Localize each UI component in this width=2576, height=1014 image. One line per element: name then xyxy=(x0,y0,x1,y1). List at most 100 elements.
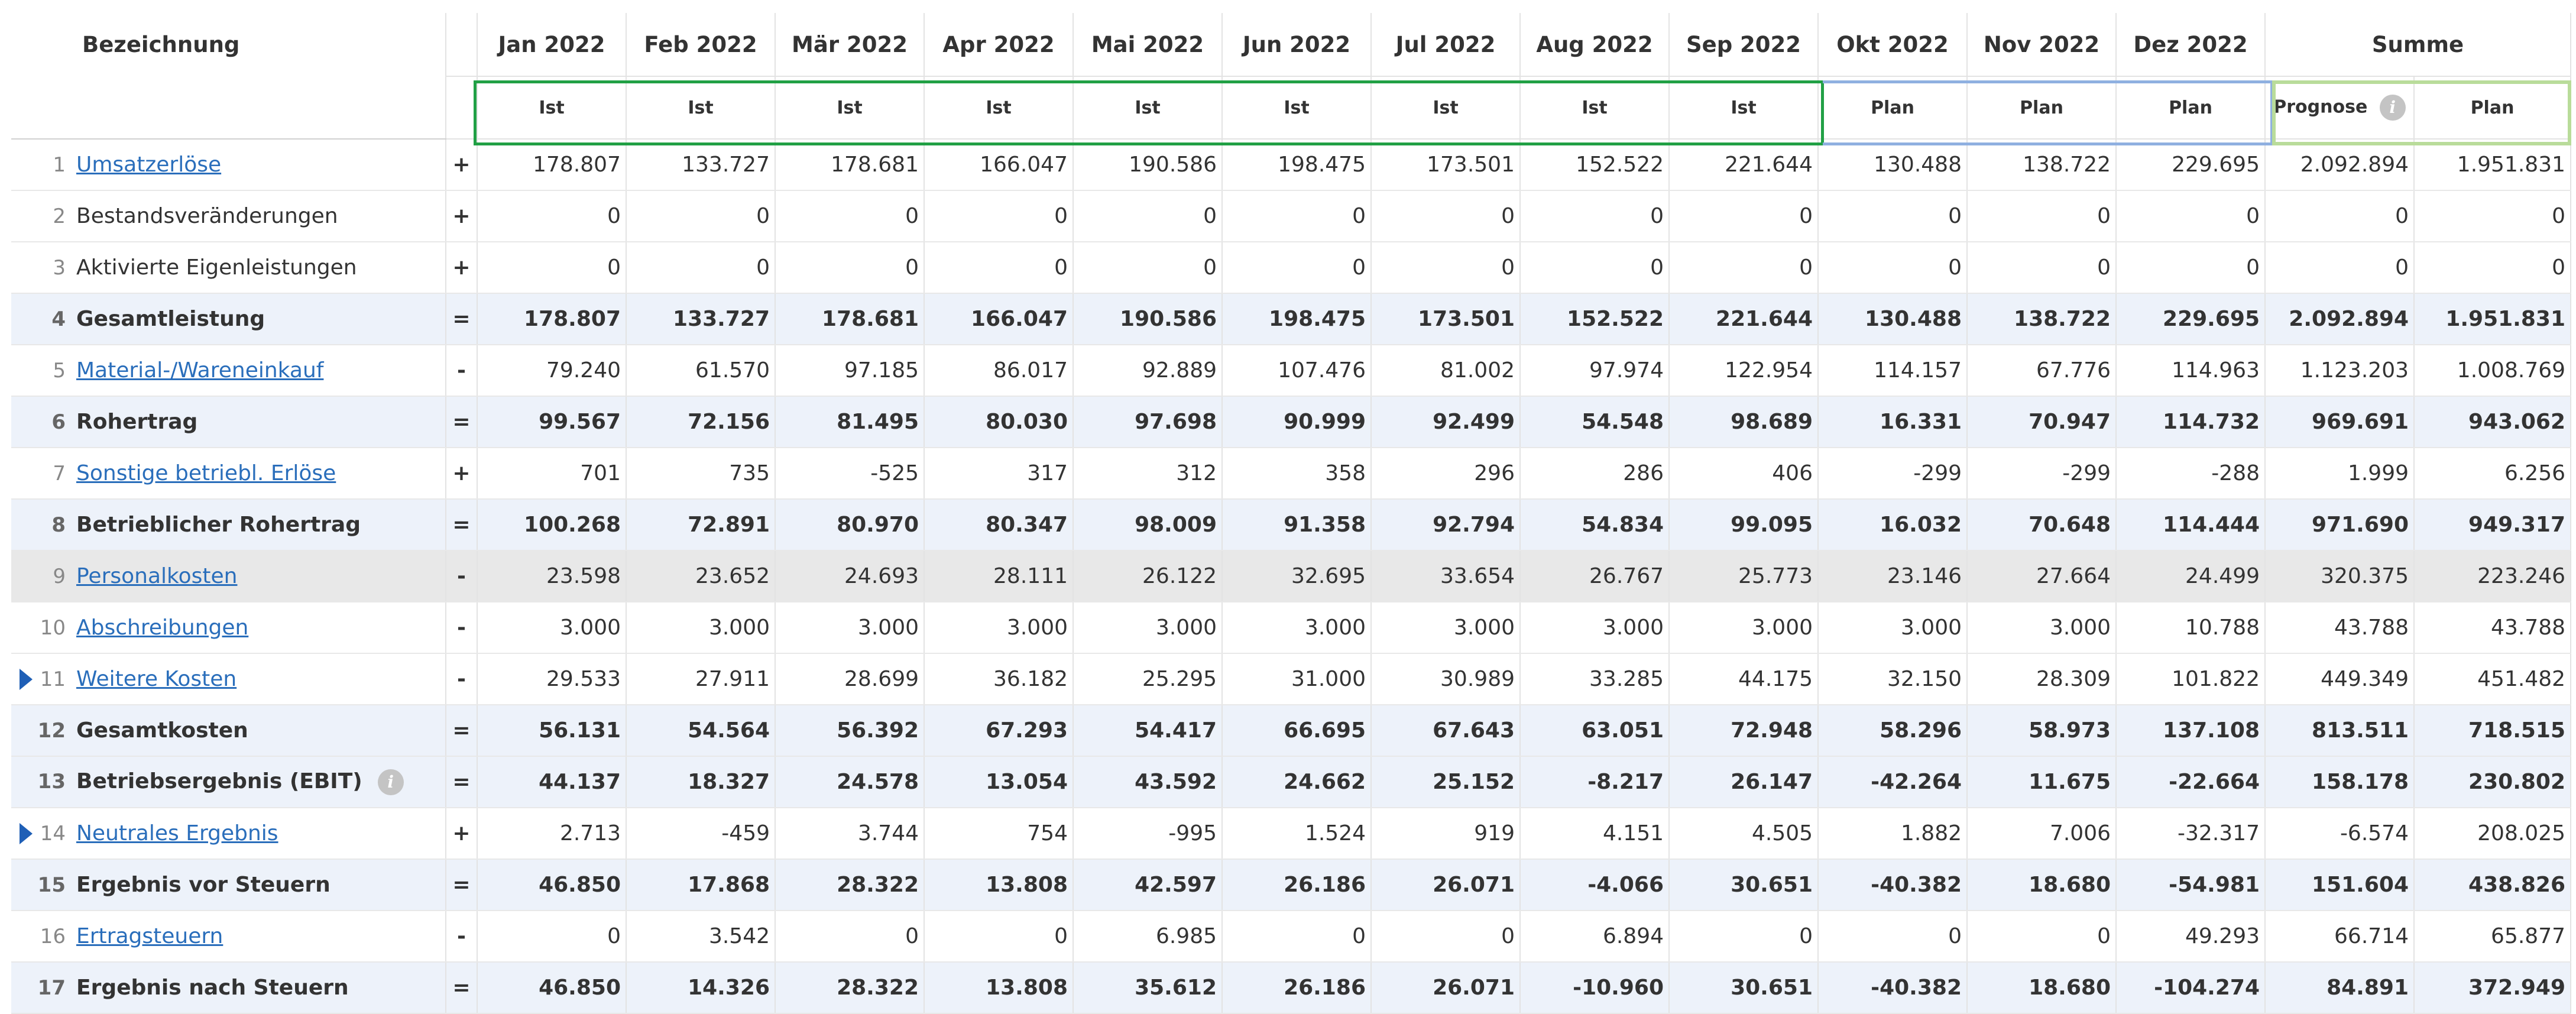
month-value-cell: 114.444 xyxy=(2116,499,2266,551)
row-number: 7 xyxy=(53,462,66,485)
month-value-cell: 28.309 xyxy=(1967,653,2117,705)
month-header: Aug 2022 xyxy=(1520,13,1670,77)
month-value-cell: 3.000 xyxy=(1669,602,1819,654)
row-number: 12 xyxy=(37,719,66,743)
expand-triangle-icon[interactable] xyxy=(20,822,33,844)
month-value-cell: 0 xyxy=(1669,242,1819,294)
row-name-link[interactable]: Abschreibungen xyxy=(76,615,249,640)
operator-sign: - xyxy=(446,911,478,963)
month-header: Jan 2022 xyxy=(477,13,627,77)
month-value-cell: 130.488 xyxy=(1818,293,1968,345)
row-number: 16 xyxy=(40,925,66,948)
month-value-cell: 56.131 xyxy=(477,705,627,757)
row-name-link[interactable]: Umsatzerlöse xyxy=(76,153,222,177)
expand-triangle-icon[interactable] xyxy=(20,668,33,690)
month-value-cell: 173.501 xyxy=(1371,293,1521,345)
sum-plan-value-cell: 949.317 xyxy=(2414,499,2572,551)
month-value-cell: 28.322 xyxy=(775,962,925,1014)
month-value-cell: 754 xyxy=(924,808,1074,860)
month-value-cell: 198.475 xyxy=(1222,139,1372,191)
type-header-row: Ist Ist Ist Ist Ist Ist Ist Ist Ist Plan Plan Plan P… xyxy=(11,76,2572,140)
row-label-cell: 10 Abschreibungen xyxy=(11,602,446,654)
month-value-cell: 13.808 xyxy=(924,859,1074,911)
row-name-link[interactable]: Sonstige betriebl. Erlöse xyxy=(76,461,336,485)
month-value-cell: 3.000 xyxy=(775,602,925,654)
month-value-cell: 13.808 xyxy=(924,962,1074,1014)
prognose-header: Prognose i xyxy=(2265,76,2415,140)
month-value-cell: 43.592 xyxy=(1073,756,1223,808)
month-value-cell: 97.698 xyxy=(1073,396,1223,448)
month-value-cell: 18.680 xyxy=(1967,962,2117,1014)
month-value-cell: 0 xyxy=(1520,190,1670,242)
table-row: 10 Abschreibungen -3.000 3.000 3.000 3.000 3.0… xyxy=(11,602,2572,654)
month-value-cell: -54.981 xyxy=(2116,859,2266,911)
row-name-link[interactable]: Weitere Kosten xyxy=(76,667,237,691)
month-value-cell: 91.358 xyxy=(1222,499,1372,551)
row-name-link[interactable]: Personalkosten xyxy=(76,564,238,588)
month-value-cell: 26.767 xyxy=(1520,550,1670,602)
sum-plan-value-cell: 43.788 xyxy=(2414,602,2572,654)
row-label-cell: 17 Ergebnis nach Steuern xyxy=(11,962,446,1014)
month-value-cell: -40.382 xyxy=(1818,962,1968,1014)
month-header: Feb 2022 xyxy=(626,13,776,77)
month-value-cell: 27.911 xyxy=(626,653,776,705)
month-value-cell: 28.699 xyxy=(775,653,925,705)
sum-plan-value-cell: 438.826 xyxy=(2414,859,2572,911)
month-value-cell: 0 xyxy=(924,242,1074,294)
month-value-cell: 72.891 xyxy=(626,499,776,551)
period-type-header: Plan xyxy=(1818,76,1968,140)
row-label-cell: 13 Betriebsergebnis (EBIT) i xyxy=(11,756,446,808)
info-icon[interactable]: i xyxy=(2379,95,2406,121)
row-number: 17 xyxy=(37,976,66,1000)
month-value-cell: 14.326 xyxy=(626,962,776,1014)
month-value-cell: 114.963 xyxy=(2116,345,2266,397)
month-value-cell: 72.948 xyxy=(1669,705,1819,757)
row-name-link[interactable]: Neutrales Ergebnis xyxy=(76,821,278,845)
month-value-cell: 29.533 xyxy=(477,653,627,705)
month-value-cell: 23.146 xyxy=(1818,550,1968,602)
label-subheader xyxy=(11,76,446,140)
table-row: 8 Betrieblicher Rohertrag = 100.268 72.891 80… xyxy=(11,499,2572,551)
month-value-cell: 137.108 xyxy=(2116,705,2266,757)
month-value-cell: -4.066 xyxy=(1520,859,1670,911)
month-value-cell: 70.947 xyxy=(1967,396,2117,448)
month-value-cell: 3.000 xyxy=(1222,602,1372,654)
month-value-cell: -8.217 xyxy=(1520,756,1670,808)
month-value-cell: 98.689 xyxy=(1669,396,1819,448)
month-value-cell: 0 xyxy=(1669,911,1819,963)
sum-plan-value-cell: 65.877 xyxy=(2414,911,2572,963)
row-label-cell: 15 Ergebnis vor Steuern xyxy=(11,859,446,911)
month-value-cell: 97.974 xyxy=(1520,345,1670,397)
info-icon[interactable]: i xyxy=(377,769,404,795)
month-value-cell: 63.051 xyxy=(1520,705,1670,757)
month-value-cell: 178.807 xyxy=(477,139,627,191)
month-value-cell: 0 xyxy=(775,242,925,294)
row-label-cell: 12 Gesamtkosten xyxy=(11,705,446,757)
sum-plan-value-cell: 943.062 xyxy=(2414,396,2572,448)
row-label-cell: 5 Material-/Wareneinkauf xyxy=(11,345,446,397)
month-value-cell: 0 xyxy=(1371,911,1521,963)
row-name-link[interactable]: Ertragsteuern xyxy=(76,924,223,948)
sum-plan-value-cell: 230.802 xyxy=(2414,756,2572,808)
month-value-cell: 100.268 xyxy=(477,499,627,551)
month-value-cell: 24.693 xyxy=(775,550,925,602)
month-value-cell: 99.095 xyxy=(1669,499,1819,551)
month-value-cell: 35.612 xyxy=(1073,962,1223,1014)
month-value-cell: 0 xyxy=(775,190,925,242)
month-value-cell: 114.157 xyxy=(1818,345,1968,397)
period-type-header: Ist xyxy=(626,76,776,140)
month-value-cell: 0 xyxy=(1520,242,1670,294)
month-value-cell: 27.664 xyxy=(1967,550,2117,602)
month-value-cell: 3.000 xyxy=(1520,602,1670,654)
month-value-cell: 26.071 xyxy=(1371,859,1521,911)
month-value-cell: 92.889 xyxy=(1073,345,1223,397)
month-value-cell: 317 xyxy=(924,448,1074,500)
table-row: 7 Sonstige betriebl. Erlöse +701 735 -525 317… xyxy=(11,448,2572,500)
operator-sign: = xyxy=(446,859,478,911)
month-value-cell: 0 xyxy=(1967,911,2117,963)
period-type-header: Ist xyxy=(477,76,627,140)
month-value-cell: 221.644 xyxy=(1669,293,1819,345)
row-name-link[interactable]: Material-/Wareneinkauf xyxy=(76,358,324,383)
table-row: 16 Ertragsteuern -0 3.542 0 0 6.985 0 0 6.894 0 0 0 4… xyxy=(11,911,2572,963)
operator-sign: = xyxy=(446,293,478,345)
